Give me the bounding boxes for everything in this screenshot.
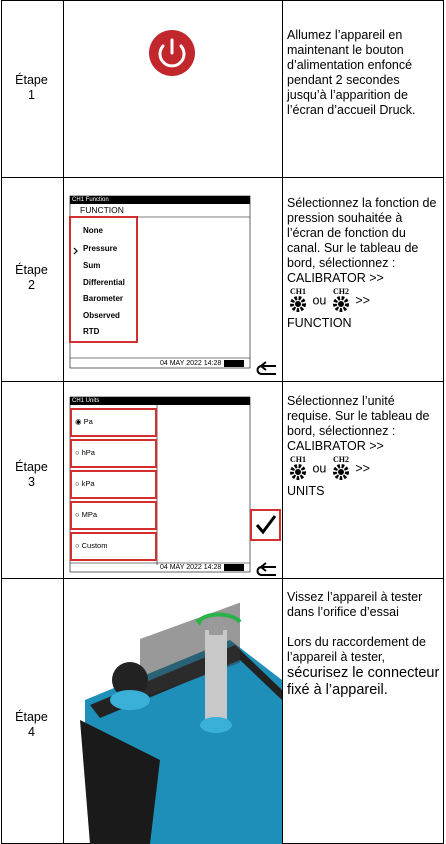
- step: Étape 3: [0, 460, 63, 490]
- instruction: Sélectionnez la fonction de pression sou…: [287, 196, 442, 331]
- screen-heading: FUNCTION: [80, 205, 124, 215]
- menu-item: None: [83, 226, 103, 235]
- instruction: Vissez l’appareil à tester dans l’orific…: [287, 590, 442, 699]
- menu-item: Observed: [83, 311, 120, 320]
- icon-label: CH2: [333, 455, 349, 464]
- menu-item: Sum: [83, 261, 101, 270]
- gear: CH2: [332, 455, 349, 480]
- instruction-text: Sélectionnez la fonction de pression sou…: [287, 196, 437, 285]
- instruction-text: ou: [312, 293, 327, 308]
- step-number: 2: [28, 278, 35, 292]
- menu-item: Pressure: [83, 244, 118, 253]
- step: Étape 1: [0, 73, 63, 103]
- step-number: 4: [28, 725, 35, 739]
- screen-date: 04 MAY 2022 14:28: [160, 360, 222, 367]
- icon-label: CH1: [290, 455, 306, 464]
- step-number: 1: [28, 88, 35, 102]
- channel-icon: CH2: [330, 454, 352, 484]
- gear: CH1: [290, 455, 306, 480]
- unit-label: kPa: [81, 479, 95, 488]
- instruction-text: sécurisez le connecteur fixé à l’apparei…: [287, 665, 440, 698]
- unit-option: ○ hPa: [70, 439, 157, 468]
- channel-icon: CH2: [330, 286, 352, 316]
- instruction-text: >>: [355, 461, 370, 476]
- instruction-text: Lors du raccordement de l’appareil à tes…: [287, 635, 426, 664]
- gear: CH1: [290, 287, 306, 312]
- gear: CH2: [332, 287, 349, 312]
- instruction-text: ou: [312, 461, 327, 476]
- step-label: Étape: [15, 263, 48, 277]
- step-label: Étape: [15, 460, 48, 474]
- unit-label: Custom: [81, 541, 108, 550]
- step-label: Étape: [15, 710, 48, 724]
- menu-item: Barometer: [83, 294, 124, 303]
- unit-label: Pa: [83, 417, 93, 426]
- step-label: Étape: [15, 73, 48, 87]
- instruction-text: >>: [355, 293, 370, 308]
- step-number: 3: [28, 475, 35, 489]
- instruction-text: Vissez l’appareil à tester dans l’orific…: [287, 590, 423, 619]
- step: Étape 4: [0, 710, 63, 740]
- instruction-text: FUNCTION: [287, 316, 352, 330]
- icon-label: CH1: [290, 287, 306, 296]
- instruction: Sélectionnez l’unité requise. Sur le tab…: [287, 394, 442, 499]
- menu-item: Differential: [83, 278, 125, 287]
- channel-icon: CH1: [287, 454, 309, 484]
- step: Étape 2: [0, 263, 63, 293]
- instruction-text: UNITS: [287, 484, 325, 498]
- menu-item: RTD: [83, 327, 100, 336]
- unit-option: ◉ Pa: [70, 408, 157, 437]
- screen-title: CH1 Function: [70, 196, 250, 204]
- screen-title: CH1 Units: [70, 397, 250, 405]
- unit-option: ○ MPa: [70, 501, 157, 530]
- unit-option: ○ kPa: [70, 470, 157, 499]
- icon-label: CH2: [333, 287, 349, 296]
- instruction-text: Sélectionnez l’unité requise. Sur le tab…: [287, 394, 430, 453]
- channel-icon: CH1: [287, 286, 309, 316]
- unit-label: MPa: [81, 510, 98, 519]
- screen-date: 04 MAY 2022 14:28: [160, 564, 222, 571]
- unit-option: ○ Custom: [70, 532, 157, 561]
- instruction: Allumez l’appareil en maintenant le bout…: [287, 28, 416, 117]
- unit-label: hPa: [81, 448, 95, 457]
